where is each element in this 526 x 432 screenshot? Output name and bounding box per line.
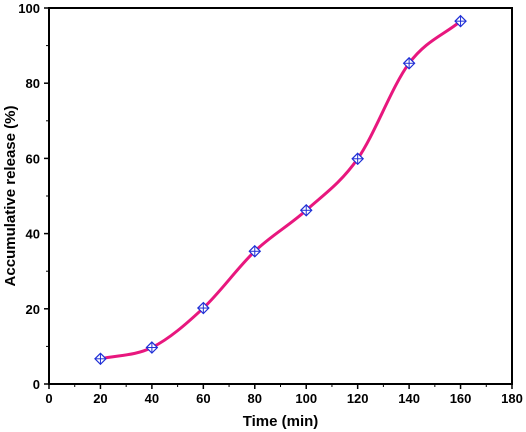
y-axis-title: Accumulative release (%)	[2, 106, 19, 287]
x-tick-label: 60	[196, 391, 210, 406]
data-point	[196, 301, 210, 315]
y-tick-label: 100	[18, 1, 40, 16]
data-point	[145, 341, 159, 354]
y-tick-label: 20	[26, 302, 40, 317]
y-tick-label: 0	[33, 377, 40, 392]
data-point	[454, 14, 467, 28]
y-axis: 0 20 40 60 80 100	[18, 1, 49, 392]
x-tick-label: 0	[45, 391, 52, 406]
y-tick-label: 80	[26, 76, 40, 91]
x-tick-label: 120	[347, 391, 369, 406]
plot-frame	[48, 7, 513, 385]
data-point	[94, 352, 107, 366]
x-axis: 0 20 40 60 80 100 120 140 160 180	[45, 384, 523, 406]
x-axis-title: Time (min)	[243, 413, 319, 430]
x-tick-label: 140	[398, 391, 420, 406]
x-tick-label: 180	[501, 391, 523, 406]
series-line	[98, 19, 463, 361]
plot-area	[48, 7, 513, 385]
data-point	[402, 56, 416, 70]
x-tick-label: 160	[450, 391, 472, 406]
x-tick-label: 80	[248, 391, 262, 406]
data-point	[248, 244, 262, 258]
data-point	[299, 203, 313, 217]
y-tick-label: 60	[26, 151, 40, 166]
y-tick-label: 40	[26, 227, 40, 242]
data-point	[351, 152, 365, 166]
x-tick-label: 100	[295, 391, 317, 406]
series-layer	[94, 14, 467, 366]
x-tick-label: 20	[93, 391, 107, 406]
x-tick-label: 40	[145, 391, 159, 406]
